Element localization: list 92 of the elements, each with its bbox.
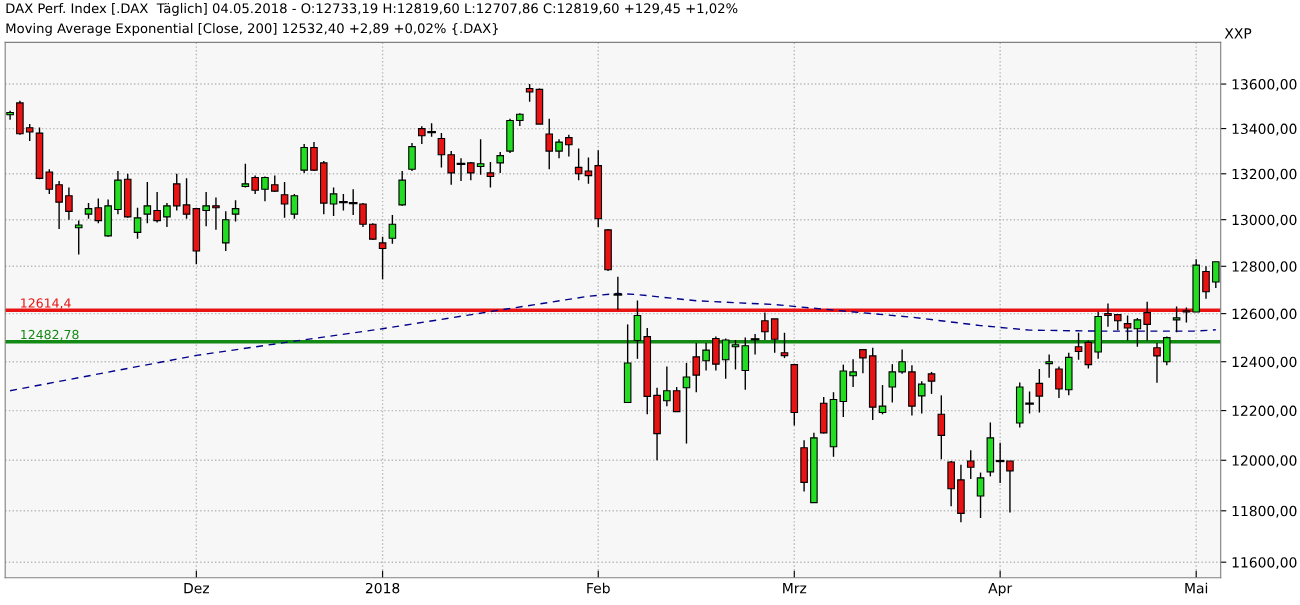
candlestick: [859, 348, 867, 374]
candlestick: [692, 342, 701, 393]
candlestick: [888, 363, 897, 404]
candlestick: [280, 181, 289, 219]
candlestick: [1133, 317, 1142, 348]
candlestick: [172, 173, 181, 212]
candlestick: [1123, 314, 1132, 342]
candlestick: [388, 214, 397, 245]
y-tick-label: 12400,00: [1232, 356, 1297, 369]
candlestick: [584, 156, 593, 185]
candlestick: [456, 157, 466, 182]
candlestick: [937, 394, 946, 460]
y-axis-title: XXP: [1224, 28, 1252, 39]
candlestick: [143, 181, 152, 224]
candlestick: [182, 177, 191, 220]
candlestick: [133, 206, 142, 240]
candlestick: [750, 333, 760, 356]
y-tick-label: 12200,00: [1232, 405, 1297, 418]
candlestick: [153, 191, 161, 224]
chart-subtitle: Moving Average Exponential [Close, 200] 12532,40 +2,89 +0,02% {.DAX}: [6, 22, 498, 36]
ref-line-label: 12614,4: [21, 298, 71, 310]
x-tick-label: Dez: [184, 583, 210, 594]
candlestick: [545, 118, 554, 170]
ref-line-label: 12482,78: [21, 329, 79, 341]
candlestick: [1153, 342, 1161, 384]
candlestick: [574, 147, 583, 181]
candlestick: [927, 371, 936, 395]
candlestick: [408, 142, 416, 172]
candlestick: [780, 332, 789, 359]
x-tick-label: 2018: [365, 582, 400, 594]
candlestick: [721, 337, 730, 380]
y-tick-label: 12600,00: [1232, 308, 1297, 321]
candlestick: [221, 210, 230, 252]
candlestick: [613, 276, 623, 311]
candlestick: [486, 161, 495, 189]
x-tick-label: Mai: [1185, 582, 1208, 594]
candlestick: [290, 193, 299, 220]
candlestick: [378, 236, 387, 280]
line-series: [9, 292, 1217, 392]
candlestick: [1074, 332, 1083, 361]
candlestick: [1006, 460, 1014, 514]
candlestick: [6, 109, 14, 121]
candlestick: [202, 191, 210, 227]
candlestick: [682, 362, 691, 445]
y-tick-label: 12000,00: [1232, 455, 1297, 468]
candlestick: [231, 199, 240, 223]
candlestick: [770, 318, 779, 354]
candlestick: [163, 202, 171, 228]
candlestick: [1045, 353, 1053, 379]
candlestick: [55, 180, 63, 230]
candlestick: [1084, 339, 1093, 370]
x-tick-label: Apr: [988, 583, 1013, 597]
candlestick: [966, 449, 975, 480]
x-tick-label: Mrz: [783, 583, 807, 594]
candlestick: [995, 442, 1005, 484]
candlestick: [898, 348, 906, 375]
candlestick: [1202, 265, 1210, 300]
candlestick: [702, 342, 710, 372]
y-tick-label: 11800,00: [1232, 505, 1297, 518]
candlestick: [300, 143, 308, 174]
y-tick-label: 11600,00: [1232, 557, 1297, 570]
candlestick: [555, 138, 563, 160]
y-tick-label: 13600,00: [1232, 79, 1297, 91]
candlestick: [663, 365, 671, 407]
candlestick: [212, 196, 220, 231]
candlestick: [65, 186, 73, 221]
candlestick: [731, 339, 740, 371]
chart-title: DAX Perf. Index [.DAX Täglich] 04.05.2018 - O:12733,19 H:12819,60 L:12707,86 C:12819,60 +129,45 +1,02%: [6, 3, 738, 16]
candlestick: [1055, 365, 1063, 399]
candlestick: [74, 219, 83, 256]
candlestick: [496, 151, 505, 174]
y-tick-label: 13200,00: [1232, 168, 1297, 181]
candlestick: [976, 471, 985, 519]
y-tick-label: 12800,00: [1232, 261, 1297, 274]
x-tick-label: Feb: [587, 582, 610, 594]
candlestick: [849, 358, 857, 388]
y-tick-label: 13400,00: [1232, 123, 1297, 136]
candlestick: [437, 132, 446, 169]
candlestick: [45, 168, 54, 195]
candlestick: [565, 134, 573, 158]
candlestick: [447, 150, 455, 186]
candlestick: [476, 138, 485, 176]
candlestick: [1172, 305, 1181, 333]
candlestick: [261, 175, 269, 202]
candlestick: [251, 174, 259, 195]
y-tick-label: 13000,00: [1232, 214, 1297, 227]
candlestick: [672, 386, 681, 413]
candlestick: [1035, 368, 1044, 414]
candlestick: [310, 141, 318, 172]
candlestick: [917, 380, 926, 415]
candlestick: [329, 186, 338, 217]
candlestick: [94, 197, 103, 224]
